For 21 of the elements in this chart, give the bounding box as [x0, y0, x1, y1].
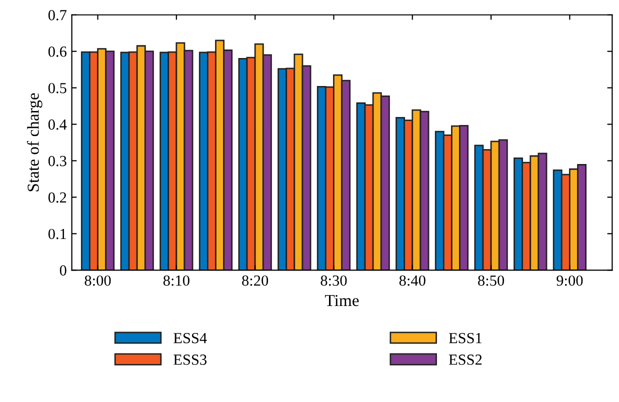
y-tick-label: 0.1 — [48, 228, 66, 240]
x-tick-label: 8:10 — [163, 275, 190, 286]
y-tick-label: 0 — [60, 265, 66, 276]
y-axis-title: State of charge — [26, 93, 42, 192]
x-tick-label: 8:00 — [84, 275, 111, 286]
legend-label: ESS4 — [174, 332, 207, 344]
x-axis-title: Time — [325, 294, 359, 306]
y-tick-label: 0.4 — [48, 119, 67, 130]
y-tick-label: 0.2 — [48, 192, 66, 203]
y-tick-label: 0.6 — [48, 46, 66, 57]
y-tick-label: 0.3 — [48, 156, 66, 166]
y-tick-label: 0.5 — [48, 82, 66, 94]
x-tick-label: 9:00 — [556, 275, 583, 286]
x-tick-label: 8:50 — [478, 275, 504, 286]
legend-label: ESS3 — [174, 354, 207, 365]
x-tick-label: 8:30 — [320, 275, 347, 286]
x-tick-label: 8:40 — [399, 275, 426, 286]
legend-label: ESS1 — [448, 332, 482, 344]
x-tick-label: 8:20 — [242, 275, 268, 286]
legend-label: ESS2 — [448, 354, 482, 365]
y-tick-label: 0.7 — [48, 10, 67, 20]
